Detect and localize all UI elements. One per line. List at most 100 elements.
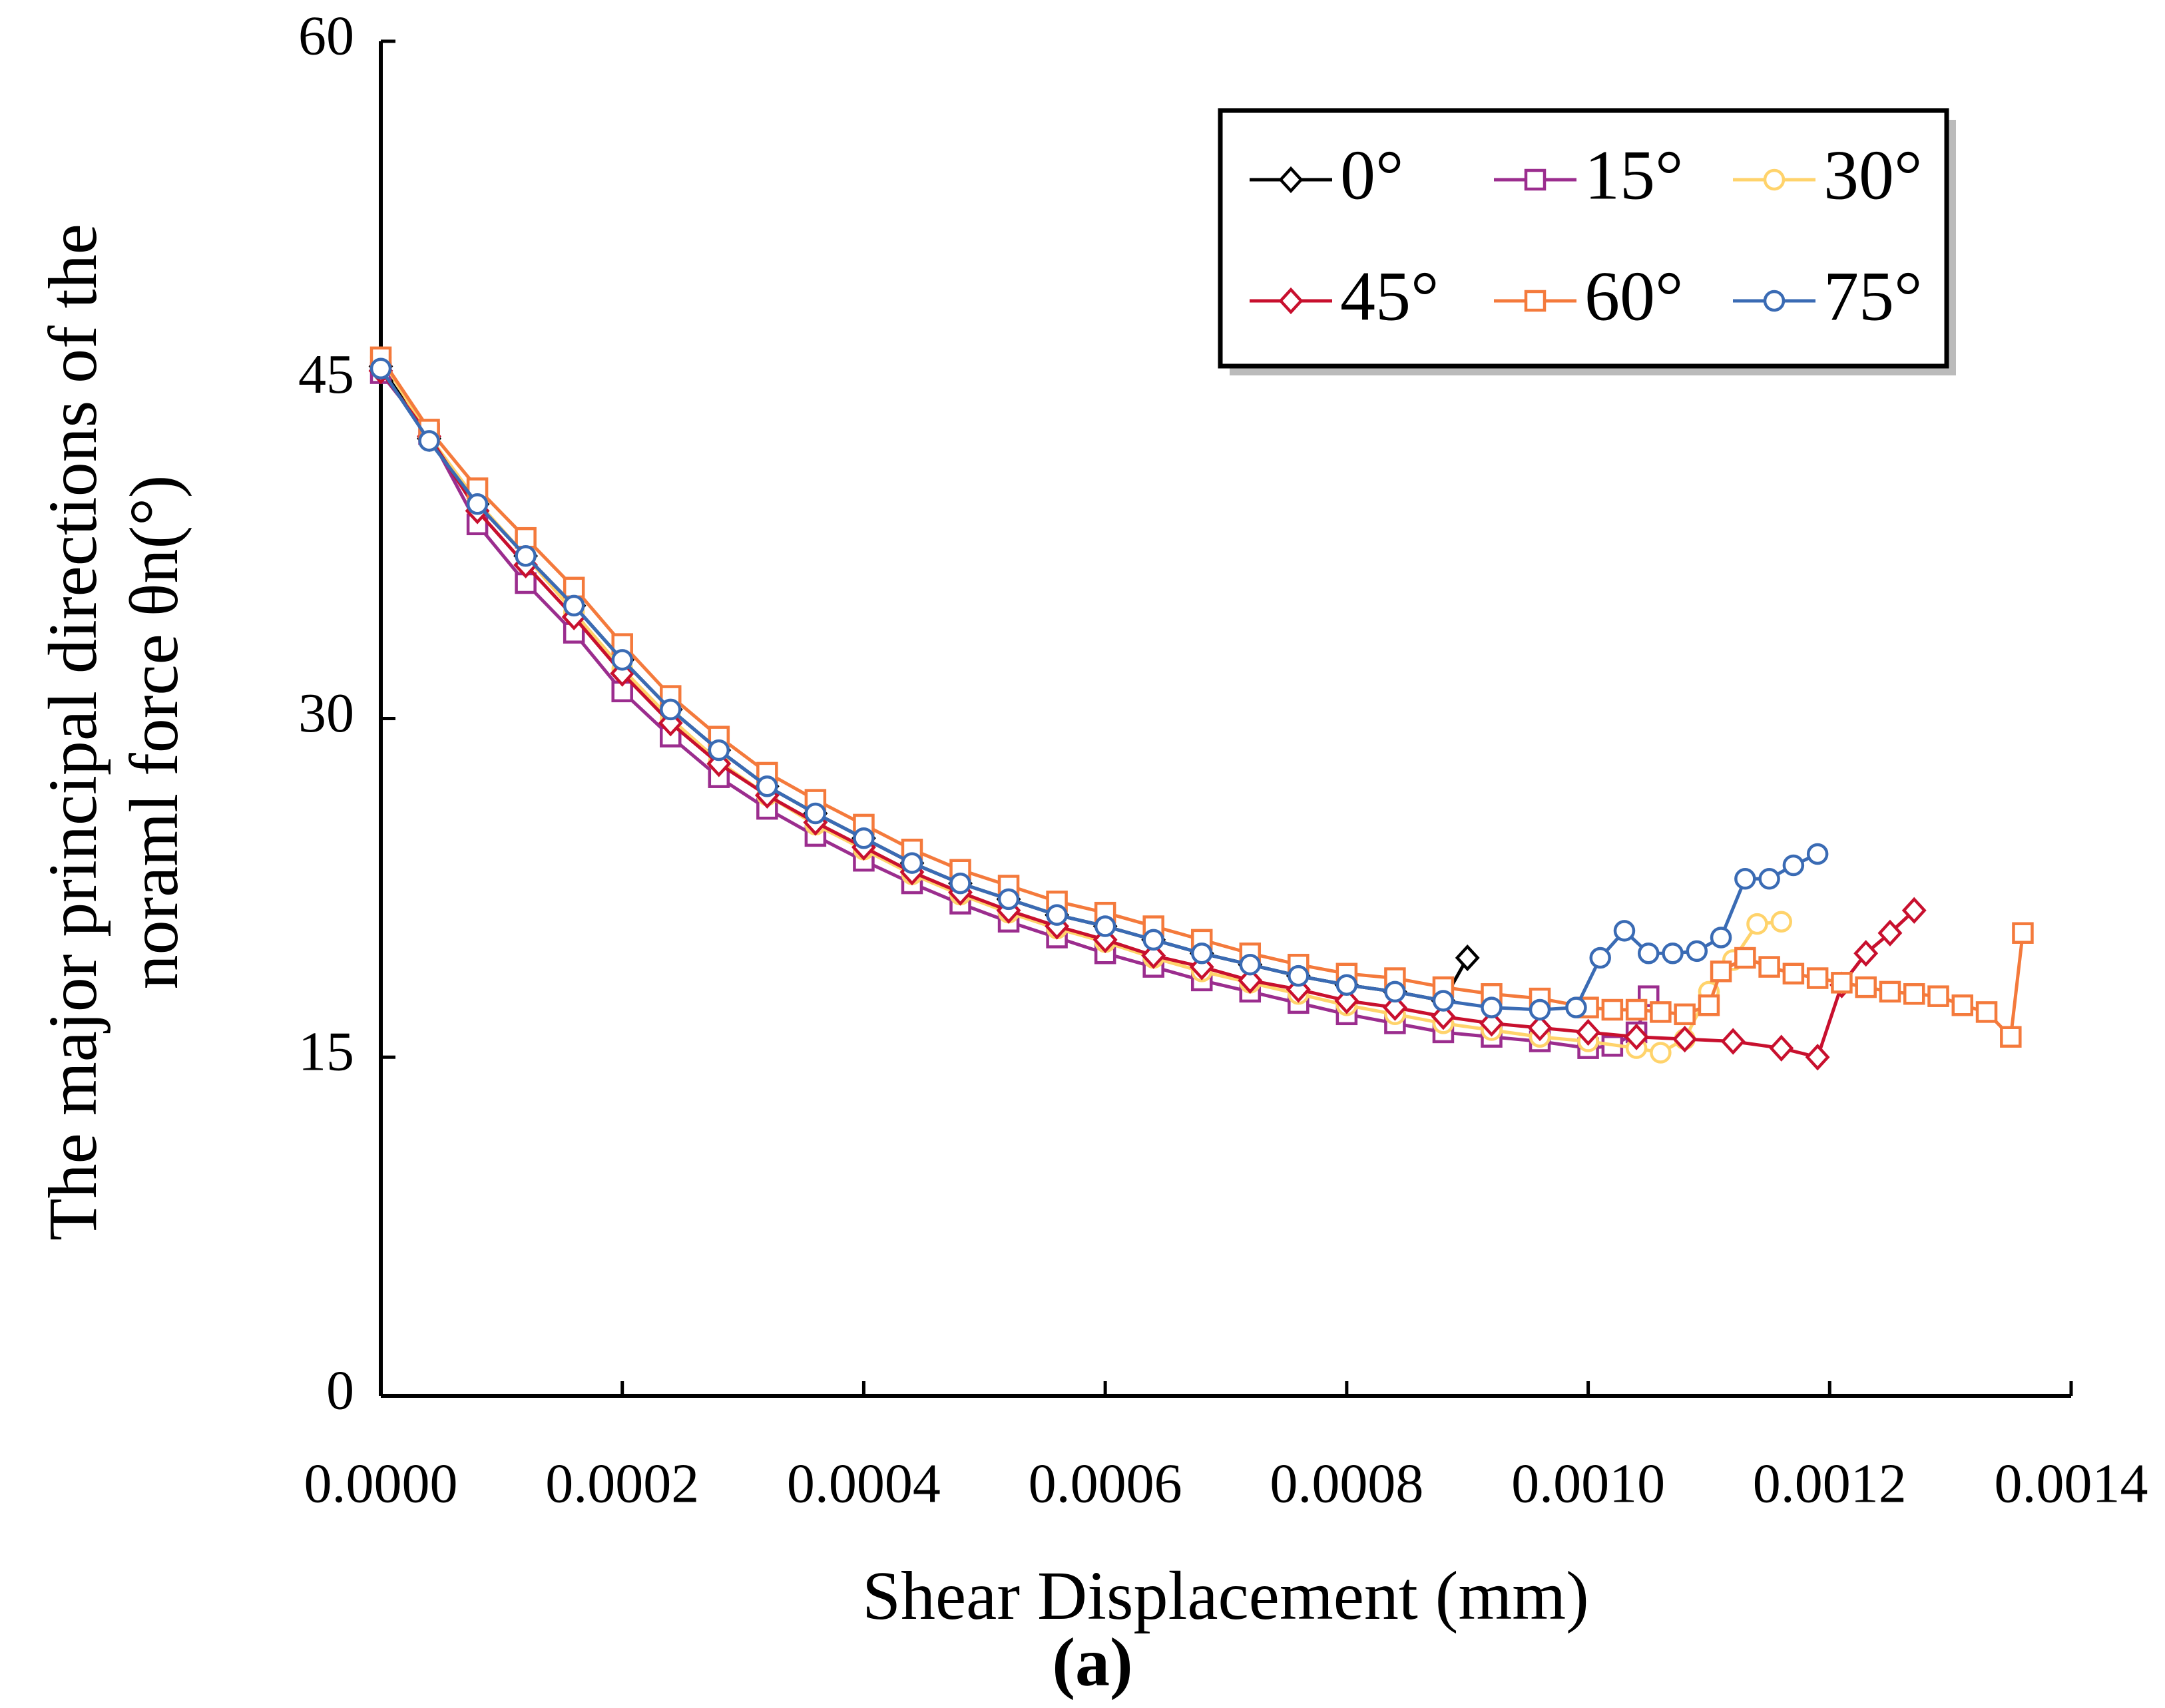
x-tick-label: 0.0012 [1753,1452,1907,1514]
marker [1288,964,1310,987]
marker [1524,168,1547,191]
marker [2000,1026,2022,1048]
marker [1278,166,1304,194]
marker [1278,287,1304,315]
series [369,346,1792,1064]
legend-label: 0° [1340,136,1403,214]
marker [997,888,1020,911]
marker [853,827,875,849]
marker [466,493,489,515]
marker [1141,942,1166,969]
series [368,353,1480,1014]
marker [1601,998,1624,1021]
legend-item: 75° [1733,257,1922,335]
marker [1805,1044,1830,1071]
x-axis-title: Shear Displacement (mm) [862,1558,1589,1634]
marker [1734,868,1756,890]
legend-item: 60° [1494,257,1683,335]
marker [515,545,537,567]
marker [658,710,683,737]
marker [1672,1025,1698,1053]
marker [708,739,730,761]
marker [611,649,633,671]
marker [1951,994,1974,1016]
marker [1142,929,1164,951]
marker [1431,1003,1456,1030]
marker [1763,290,1786,312]
x-tick-label: 0.0002 [545,1452,699,1514]
legend-label: 15° [1584,136,1683,214]
marker [1782,854,1805,877]
marker [1335,974,1358,996]
series-line [379,365,1469,1003]
marker [2012,922,2034,944]
marker [1046,904,1068,926]
marker [1831,972,1853,994]
y-tick-label: 60 [298,5,354,67]
marker [1855,976,1877,998]
y-axis-title-line: noraml force θn(°) [116,475,192,990]
legend-item: 30° [1733,136,1922,214]
legend-item: 0° [1250,136,1403,214]
series-line [379,372,1650,1050]
legend-item: 45° [1250,257,1439,335]
marker [1686,940,1708,962]
y-tick-label: 30 [298,682,354,744]
marker [1529,998,1551,1021]
marker [1625,998,1648,1021]
y-axis-title-line: The major principal directions of the [35,224,111,1241]
marker [660,698,682,721]
marker [1763,168,1786,191]
legend-item: 15° [1494,136,1683,214]
marker [1769,1034,1794,1062]
marker [1384,980,1406,1003]
marker [1382,994,1407,1021]
marker [1746,913,1768,935]
marker [1806,967,1829,989]
marker [1527,1014,1553,1042]
marker [369,357,392,380]
marker [1094,915,1116,937]
marker [1189,953,1214,980]
marker [1698,994,1720,1016]
marker [1734,947,1756,969]
marker [1674,1003,1696,1026]
x-tick-label: 0.0014 [1995,1452,2148,1514]
y-tick-label: 0 [326,1359,354,1421]
marker [1624,1023,1649,1050]
x-tick-label: 0.0008 [1270,1452,1423,1514]
marker [949,872,971,895]
marker [1334,987,1359,1014]
marker [706,750,732,777]
legend-box [1218,108,1949,369]
marker [901,852,923,874]
marker [1879,980,1901,1003]
marker [1455,944,1480,972]
marker [1239,953,1262,976]
marker [1613,920,1636,942]
marker [1710,961,1732,982]
legend-label: 75° [1823,257,1922,335]
marker [1524,290,1547,312]
marker [1903,983,1925,1005]
marker [1806,843,1829,865]
marker [1877,919,1903,947]
marker [1650,1001,1672,1023]
marker [1432,990,1455,1012]
marker [1638,942,1660,964]
marker [563,576,585,599]
marker [1650,1042,1672,1064]
marker [1190,942,1213,964]
marker [1758,868,1780,890]
marker [756,775,778,797]
x-tick-label: 0.0000 [304,1452,458,1514]
y-tick-label: 15 [298,1021,354,1083]
marker [1481,996,1503,1018]
marker [1927,985,1949,1007]
marker [1782,962,1805,985]
marker [804,802,827,825]
marker [1662,942,1684,964]
marker [1853,940,1879,967]
legend-label: 45° [1340,257,1439,335]
